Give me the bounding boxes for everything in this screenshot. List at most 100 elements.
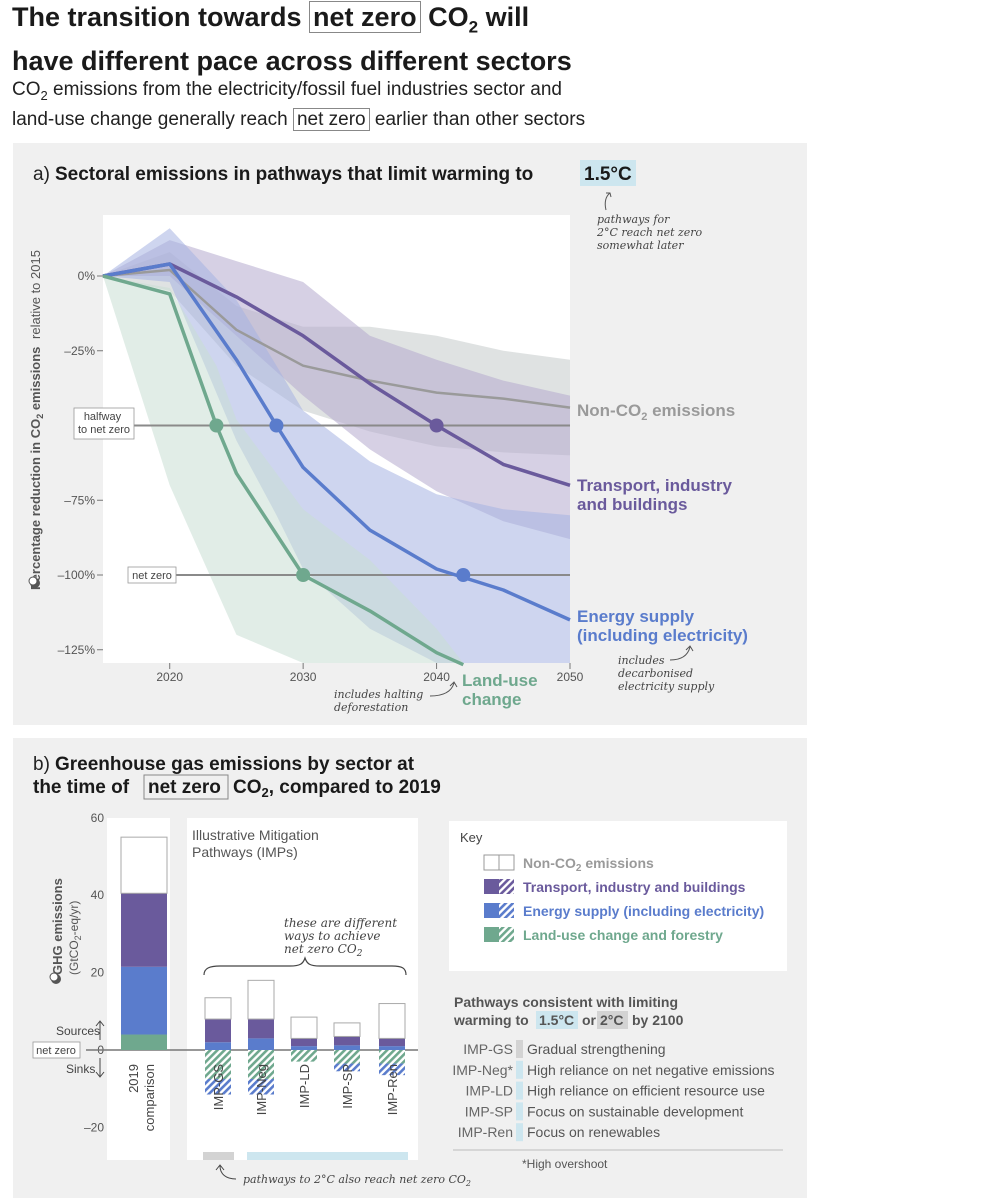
subtitle-line-1: CO2 emissions from the electricity/fossi… [12, 78, 585, 108]
label-non-co2-sub: 2 [641, 411, 647, 423]
label-landuse-line1: Land-use [462, 671, 538, 690]
brace-note-line3: net zero CO [284, 942, 357, 956]
bar-imp-neg-energy-supply-including-electricity-neg [248, 1079, 274, 1095]
info-icon-b [49, 972, 61, 984]
label-non-co2-end: emissions [647, 401, 735, 420]
pathways-section: Pathways consistent with limiting warmin… [452, 994, 783, 1171]
key-swatch-hatch-1 [499, 879, 514, 894]
y-axis-title-main: Percentage reduction in CO [28, 419, 43, 590]
bar-imp-ld-non-co-emissions-pos [290, 1016, 318, 1039]
panel-b-title-end: , compared to 2019 [269, 777, 441, 798]
subtitle-sub: 2 [40, 87, 48, 103]
note-elec-line1: includes [618, 654, 665, 667]
key-swatch-solid-2 [484, 903, 499, 918]
pathway-swatch-3 [516, 1102, 523, 1121]
curly-brace [203, 956, 407, 976]
panel-b-title-line2a: the time of [33, 777, 130, 798]
panel-a-prefix: a) [33, 164, 50, 185]
bar-imp-ren-energy-supply-including-electricity-neg [379, 1063, 405, 1076]
pathways-2-box [597, 1011, 628, 1029]
title-netzero-box: net zero [309, 1, 421, 33]
label-transport-line2: and buildings [577, 495, 688, 514]
pathway-code-4: IMP-Ren [458, 1124, 513, 1140]
plot-area-imps [187, 818, 418, 1160]
panel-b-title: b) Greenhouse gas emissions by sector at… [33, 754, 441, 800]
svg-text:Percentage reduction in CO2 em: Percentage reduction in CO2 emissions re… [28, 250, 45, 590]
axis-ticks: 0% –25% –75% –100% –125% 2020 2030 2040 2050 [58, 269, 584, 684]
sources-arrow [95, 1020, 105, 1040]
label-landuse: Land-use change [462, 671, 542, 709]
title-sub: 2 [468, 17, 479, 37]
marker-transport-industry-and-buildings-0 [429, 418, 444, 433]
label-energy-line2: (including electricity) [577, 626, 748, 645]
imp-title: Illustrative Mitigation Pathways (IMPs) [192, 827, 319, 860]
b-cat-label-1-0: IMP-GS [211, 1064, 226, 1111]
median-lines [102, 262, 571, 667]
b-cat-label-5-0: IMP-Ren [385, 1064, 400, 1115]
brace-note-line1: these are different [284, 916, 397, 930]
imp-title-line2: Pathways (IMPs) [192, 844, 298, 860]
pathway-note: pathways to 2°C also reach net zero CO2 [243, 1173, 471, 1188]
b-cat-label-4-0: IMP-SP [340, 1064, 355, 1109]
bar-imp-neg-energy-supply-including-electricity-pos [248, 1038, 274, 1050]
b-cat-label-0-0: 2019 [126, 1064, 141, 1093]
y-tick-label-2: –75% [64, 493, 95, 507]
note-elec-line2: decarbonised [618, 667, 693, 680]
label-non-co2-main: Non-CO [577, 401, 641, 420]
brace-note-sub: 2 [356, 949, 363, 959]
y-axis-title: Percentage reduction in CO2 emissions re… [28, 250, 45, 590]
panel-b-category-labels: 2019 comparison IMP-GS IMP-Neg IMP-LD IMP-SP I… [126, 1064, 400, 1132]
key-swatch-hatch-0 [498, 854, 515, 871]
x-tick-label-1: 2030 [290, 670, 317, 684]
bar-imp-ld-transport-industry-and-buildings-pos [291, 1038, 317, 1047]
sources-label: Sources [56, 1024, 100, 1038]
bar-2019-comparison-transport-industry-and-buildings-pos [121, 893, 167, 967]
pathway-desc-1: High reliance on net negative emissions [527, 1062, 774, 1078]
panel-b-sub: 2 [262, 785, 269, 800]
ghg-axis-title: GHG emissions [50, 878, 65, 975]
y-tick-label-0: 0% [78, 269, 96, 283]
pathway-swatch-1 [516, 1060, 523, 1079]
bar-imp-gs-non-co-emissions-pos [204, 997, 232, 1020]
marker-land-use-change-0 [209, 418, 224, 433]
pathway-desc-2: High reliance on efficient resource use [527, 1083, 765, 1099]
key-swatch-solid-3 [484, 927, 499, 942]
panel-b-y-title: GHG emissions (GtCO2-eq/yr) [49, 878, 83, 984]
halfway-label: halfway to net zero [73, 407, 135, 440]
bar-imp-sp-energy-supply-including-electricity-pos [334, 1045, 360, 1050]
bar-imp-gs-land-use-change-and-forestry-neg [205, 1050, 231, 1080]
netzero-label-text: net zero [132, 570, 172, 582]
pathways-by2100: by 2100 [632, 1012, 684, 1028]
series-labels: Non-CO2 emissions Transport, industry an… [462, 401, 748, 709]
panel-a-title-highlight: 1.5°C [584, 164, 632, 185]
x-tick-label-0: 2020 [156, 670, 183, 684]
note-defor-line2: deforestation [334, 701, 408, 714]
note-2c-line3: somewhat later [597, 239, 684, 252]
panel-a-title: a) Sectoral emissions in pathways that l… [33, 160, 636, 186]
subtitle-text-2: land-use change generally reach [12, 108, 288, 130]
pathway-note-sub: 2 [465, 1179, 471, 1188]
bar-imp-neg-transport-industry-and-buildings-pos [248, 1019, 274, 1039]
halfway-line1: halfway [84, 411, 122, 423]
pathways-15-box [536, 1011, 578, 1029]
y-axis-title-sub: 2 [35, 414, 45, 419]
warming-strip: pathways to 2°C also reach net zero CO2 [203, 1152, 471, 1188]
panel-b-prefix: b) [33, 754, 50, 775]
pathway-code-3: IMP-SP [465, 1103, 513, 1119]
strip-arrow [215, 1164, 237, 1180]
key-items: Non-CO2 emissions Transport, industry and… [483, 854, 764, 943]
y-tick-label-3: –100% [58, 568, 96, 582]
line-energy-supply-including-electricity [102, 262, 571, 622]
key-label-main-0: Non-CO [523, 855, 576, 871]
note-2c-line2: 2°C reach net zero [596, 226, 703, 239]
pathway-note-text: pathways to 2°C also reach net zero CO [243, 1173, 466, 1186]
panel-a-chart: a) Sectoral emissions in pathways that l… [28, 160, 748, 714]
b-y-tick-label-1: 40 [91, 888, 105, 902]
pathway-code-0: IMP-GS [463, 1041, 513, 1057]
marker-energy-supply-including-electricity-0 [269, 418, 284, 433]
panel-b-netzero-box [143, 774, 229, 800]
key-label-2: Energy supply (including electricity) [523, 903, 764, 919]
bar-imp-ren-land-use-change-and-forestry-neg [379, 1050, 405, 1064]
svg-text:pathways for 2°C reach n: pathways for 2°C reach net zero somewhat… [596, 213, 706, 252]
pathway-swatch-2 [516, 1081, 523, 1100]
